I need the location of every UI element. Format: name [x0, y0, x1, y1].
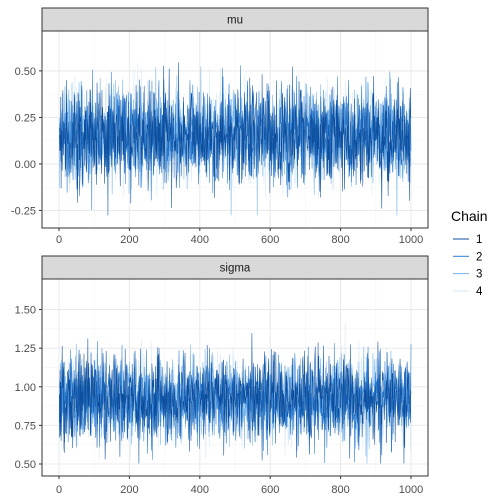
- legend-label-chain-3: 3: [476, 269, 482, 281]
- x-tick-label: 200: [120, 234, 138, 246]
- facet-panel-mu: mu 0 200 400 600 800 1000 -0.25 0.00 0.25 0.50: [11, 7, 429, 246]
- facet-strip-label: sigma: [220, 263, 251, 275]
- x-tick-label: 1000: [399, 484, 423, 496]
- x-tick-label: 200: [120, 484, 138, 496]
- x-tick-label: 0: [56, 234, 62, 246]
- y-tick-label: 1.00: [15, 382, 36, 394]
- x-tick-label: 800: [331, 484, 349, 496]
- x-tick-label: 400: [191, 234, 209, 246]
- legend-label-chain-4: 4: [476, 286, 483, 298]
- legend: Chain 1 2 3 4: [451, 208, 488, 298]
- y-tick-label: 0.75: [15, 420, 36, 432]
- y-tick-label: 1.50: [15, 305, 36, 317]
- x-tick-label: 0: [56, 484, 62, 496]
- x-tick-label: 600: [261, 484, 279, 496]
- legend-label-chain-1: 1: [476, 234, 482, 246]
- facet-strip: [41, 255, 429, 280]
- legend-title: Chain: [451, 208, 488, 224]
- x-tick-label: 1000: [399, 234, 423, 246]
- facet-strip: [41, 7, 429, 32]
- y-tick-label: 0.00: [15, 159, 36, 171]
- y-tick-label: 0.50: [15, 66, 36, 78]
- facet-panel-sigma: sigma 0 200 400 600 800 1000 0.50 0.75 1.00 1.25 1.…: [15, 255, 429, 496]
- facet-strip-label: mu: [227, 15, 243, 27]
- x-tick-label: 600: [261, 234, 279, 246]
- x-tick-label: 400: [191, 484, 209, 496]
- y-tick-label: 0.50: [15, 459, 36, 471]
- y-tick-label: -0.25: [11, 205, 36, 217]
- legend-label-chain-2: 2: [476, 251, 482, 263]
- trace-chain-1: [59, 62, 412, 216]
- y-tick-label: 1.25: [15, 343, 36, 355]
- trace-chain-1: [59, 332, 412, 464]
- x-tick-label: 800: [331, 234, 349, 246]
- y-tick-label: 0.25: [15, 112, 36, 124]
